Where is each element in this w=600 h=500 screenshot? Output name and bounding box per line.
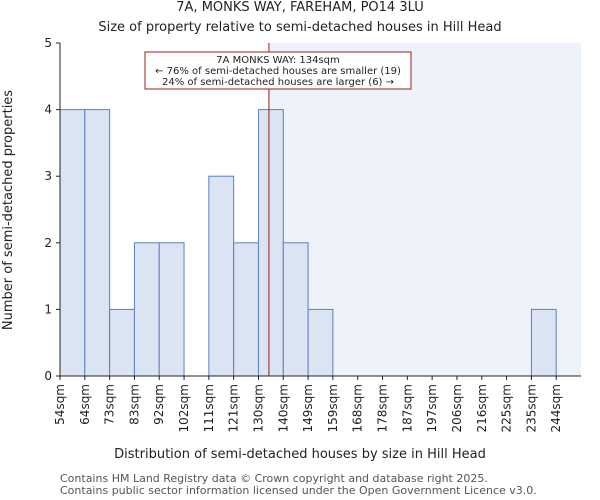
y-tick-label: 2 [44, 236, 52, 250]
x-tick-label: 83sqm [127, 384, 141, 425]
x-axis-label: Distribution of semi-detached houses by … [114, 447, 486, 462]
x-tick-label: 149sqm [301, 384, 315, 432]
x-tick-label: 225sqm [500, 384, 514, 432]
chart-subtitle: Size of property relative to semi-detach… [98, 20, 501, 35]
bar-235sqm [530, 308, 557, 377]
x-tick-label: 178sqm [376, 384, 390, 432]
plot-area: 0 1 2 3 4 5 54sqm 64sqm 73sqm 83sqm 92sqm 102sqm 111… [44, 36, 581, 432]
x-tick-label: 111sqm [202, 384, 216, 432]
x-tick-label: 64sqm [78, 384, 92, 425]
footer-line-2: Contains public sector information licen… [60, 484, 537, 497]
y-tick-label: 4 [44, 103, 52, 117]
chart-title: 7A, MONKS WAY, FAREHAM, PO14 3LU [176, 0, 423, 15]
annotation-line-2: ← 76% of semi-detached houses are smalle… [155, 66, 401, 77]
annotation-line-1: 7A MONKS WAY: 134sqm [216, 55, 340, 66]
x-tick-label: 197sqm [425, 384, 439, 432]
x-tick-label: 187sqm [400, 384, 414, 432]
x-tick-label: 168sqm [351, 384, 365, 432]
bar-140sqm [282, 242, 309, 377]
bar-130sqm [257, 109, 284, 377]
x-tick-label: 206sqm [450, 384, 464, 432]
y-tick-label: 1 [44, 302, 52, 316]
bar-111sqm [208, 175, 235, 377]
bar-121sqm [233, 242, 259, 377]
bar-73sqm [109, 308, 135, 377]
y-tick-label: 3 [44, 169, 52, 183]
x-tick-label: 159sqm [326, 384, 340, 432]
x-tick-label: 235sqm [524, 384, 538, 432]
x-tick-label: 130sqm [251, 384, 265, 432]
x-tick-label: 121sqm [227, 384, 241, 432]
y-tick-label: 0 [44, 369, 52, 383]
x-tick-label: 244sqm [549, 384, 563, 432]
y-axis-label: Number of semi-detached properties [1, 90, 16, 330]
x-tick-label: 54sqm [53, 384, 67, 425]
footer-line-1: Contains HM Land Registry data © Crown c… [60, 472, 488, 485]
bar-92sqm [158, 242, 185, 377]
x-tick-label: 216sqm [475, 384, 489, 432]
bar-83sqm [133, 242, 160, 377]
x-tick-label: 92sqm [152, 384, 166, 425]
y-tick-label: 5 [44, 36, 52, 50]
bar-64sqm [84, 109, 111, 377]
bar-54sqm [59, 109, 86, 377]
annotation-box [144, 51, 412, 90]
annotation-line-3: 24% of semi-detached houses are larger (… [162, 77, 394, 88]
x-tick-label: 140sqm [276, 384, 290, 432]
x-tick-label: 102sqm [177, 384, 191, 432]
x-tick-label: 73sqm [103, 384, 117, 425]
bar-149sqm [307, 308, 334, 377]
